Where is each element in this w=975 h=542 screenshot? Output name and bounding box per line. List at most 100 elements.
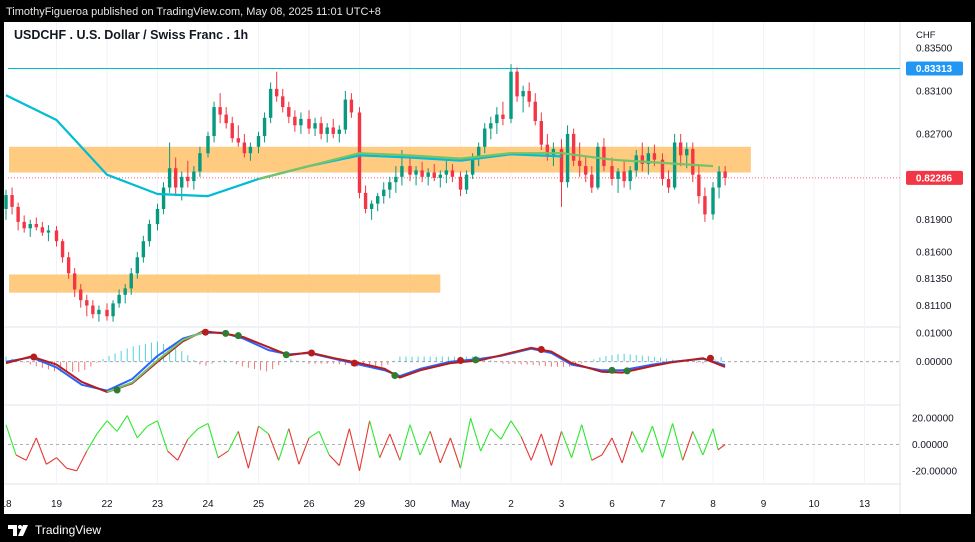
crossover-marker: [391, 372, 399, 380]
candle-body: [666, 178, 671, 188]
candle-body: [444, 170, 449, 175]
candle-body: [584, 166, 588, 175]
oscillator-2: [5, 415, 900, 472]
tradingview-logo[interactable]: TradingView: [8, 522, 101, 538]
oscillator-2-segment: [46, 457, 57, 465]
oscillator-2-segment: [338, 428, 350, 466]
oscillator-2-segment: [439, 437, 451, 464]
candle-body: [46, 230, 51, 233]
candle-body: [60, 241, 65, 258]
price-tick-label: 0.83313: [916, 64, 953, 75]
candle-body: [622, 171, 626, 182]
candle-body: [400, 166, 404, 177]
candle-body: [501, 114, 505, 119]
oscillator-2-segment: [419, 431, 431, 456]
x-tick-label: May: [451, 499, 470, 510]
grid: [4, 22, 901, 514]
candle-body: [717, 171, 721, 188]
oscillator-2-segment: [550, 431, 563, 466]
oscillator-2-segment: [399, 424, 411, 461]
crossover-marker: [234, 332, 242, 340]
price-tick-label: 0.81900: [916, 215, 953, 226]
oscillator-2-segment: [258, 425, 269, 435]
currency-label: CHF: [916, 30, 936, 41]
candle-body: [206, 136, 210, 154]
candle-body: [28, 224, 32, 229]
oscillator-2-segment: [429, 431, 441, 464]
candle-body: [10, 195, 14, 207]
crossover-marker: [308, 349, 316, 357]
tradingview-logo-icon: [8, 525, 28, 536]
horizontal-lines: [8, 67, 900, 179]
price-tick-label: 0.83500: [916, 44, 953, 55]
candle-body: [640, 155, 644, 164]
oscillator-2-segment: [96, 420, 108, 435]
candle-body: [4, 195, 8, 209]
oscillator-2-segment: [5, 424, 17, 456]
candle-body: [602, 146, 606, 167]
support-resistance-zone: [9, 274, 441, 293]
candle-body: [382, 189, 386, 197]
oscillator-2-segment: [520, 436, 532, 461]
candle-body: [274, 88, 279, 97]
oscillator-2-segment: [328, 454, 340, 466]
price-tick-label: 0.81600: [916, 247, 953, 258]
crossover-marker: [623, 367, 631, 375]
candle-body: [22, 221, 26, 229]
candle-body: [91, 305, 95, 315]
oscillator-2-segment: [106, 420, 118, 432]
candle-body: [262, 117, 267, 137]
candle-body: [533, 101, 537, 122]
price-tick-label: 0.83100: [916, 87, 953, 98]
candle-body: [521, 91, 525, 97]
oscillator-2-segment: [581, 424, 593, 461]
candle-body: [349, 99, 354, 113]
crossover-marker: [201, 328, 209, 336]
candle-body: [509, 71, 513, 119]
candle-body: [111, 303, 115, 317]
x-tick-label: 9: [761, 499, 767, 510]
x-tick-label: 29: [354, 499, 366, 510]
oscillator-2-segment: [76, 450, 88, 472]
x-tick-label: 22: [101, 499, 113, 510]
oscillator-2-segment: [702, 428, 714, 456]
candle-body: [117, 294, 121, 304]
oscillator-1-line: [106, 331, 204, 393]
candle-body: [72, 273, 77, 290]
candle-body: [161, 187, 166, 209]
publisher-line: TimothyFigueroa published on TradingView…: [6, 6, 381, 18]
oscillator-2-segment: [389, 433, 401, 461]
candle-body: [476, 146, 481, 158]
x-tick-label: 30: [404, 499, 416, 510]
footer-bar: TradingView: [0, 517, 975, 542]
x-tick-label: 25: [253, 499, 265, 510]
oscillator-2-segment: [470, 418, 482, 452]
candle-body: [571, 133, 576, 161]
candle-body: [616, 171, 620, 179]
oscillator-2-segment: [480, 428, 492, 452]
candle-body: [672, 142, 677, 188]
candle-body: [408, 166, 412, 175]
candle-body: [155, 209, 160, 225]
chart-svg[interactable]: 181922232425262930May23678910130.835000.…: [0, 22, 971, 514]
oscillator-2-segment: [540, 433, 552, 466]
candle-body: [135, 257, 139, 274]
candle-body: [652, 153, 657, 160]
oscillator-2-segment: [459, 418, 472, 469]
candle-body: [325, 127, 329, 134]
candle-body: [610, 166, 614, 179]
candle-body: [281, 96, 285, 108]
oscillator-1-tick-label: 0.00000: [916, 357, 953, 368]
candle-body: [685, 148, 689, 156]
tradingview-brand: TradingView: [35, 523, 102, 537]
candle-body: [432, 172, 436, 178]
oscillator-2-segment: [298, 437, 310, 465]
oscillator-2-tick-label: -20.00000: [912, 466, 957, 477]
chart-panel[interactable]: 181922232425262930May23678910130.835000.…: [0, 22, 971, 514]
candle-body: [242, 142, 247, 154]
candle-body: [123, 288, 127, 295]
price-tick-label: 0.81350: [916, 274, 953, 285]
crossover-marker: [457, 357, 464, 365]
candle-body: [483, 128, 487, 147]
oscillator-1: [5, 328, 900, 394]
